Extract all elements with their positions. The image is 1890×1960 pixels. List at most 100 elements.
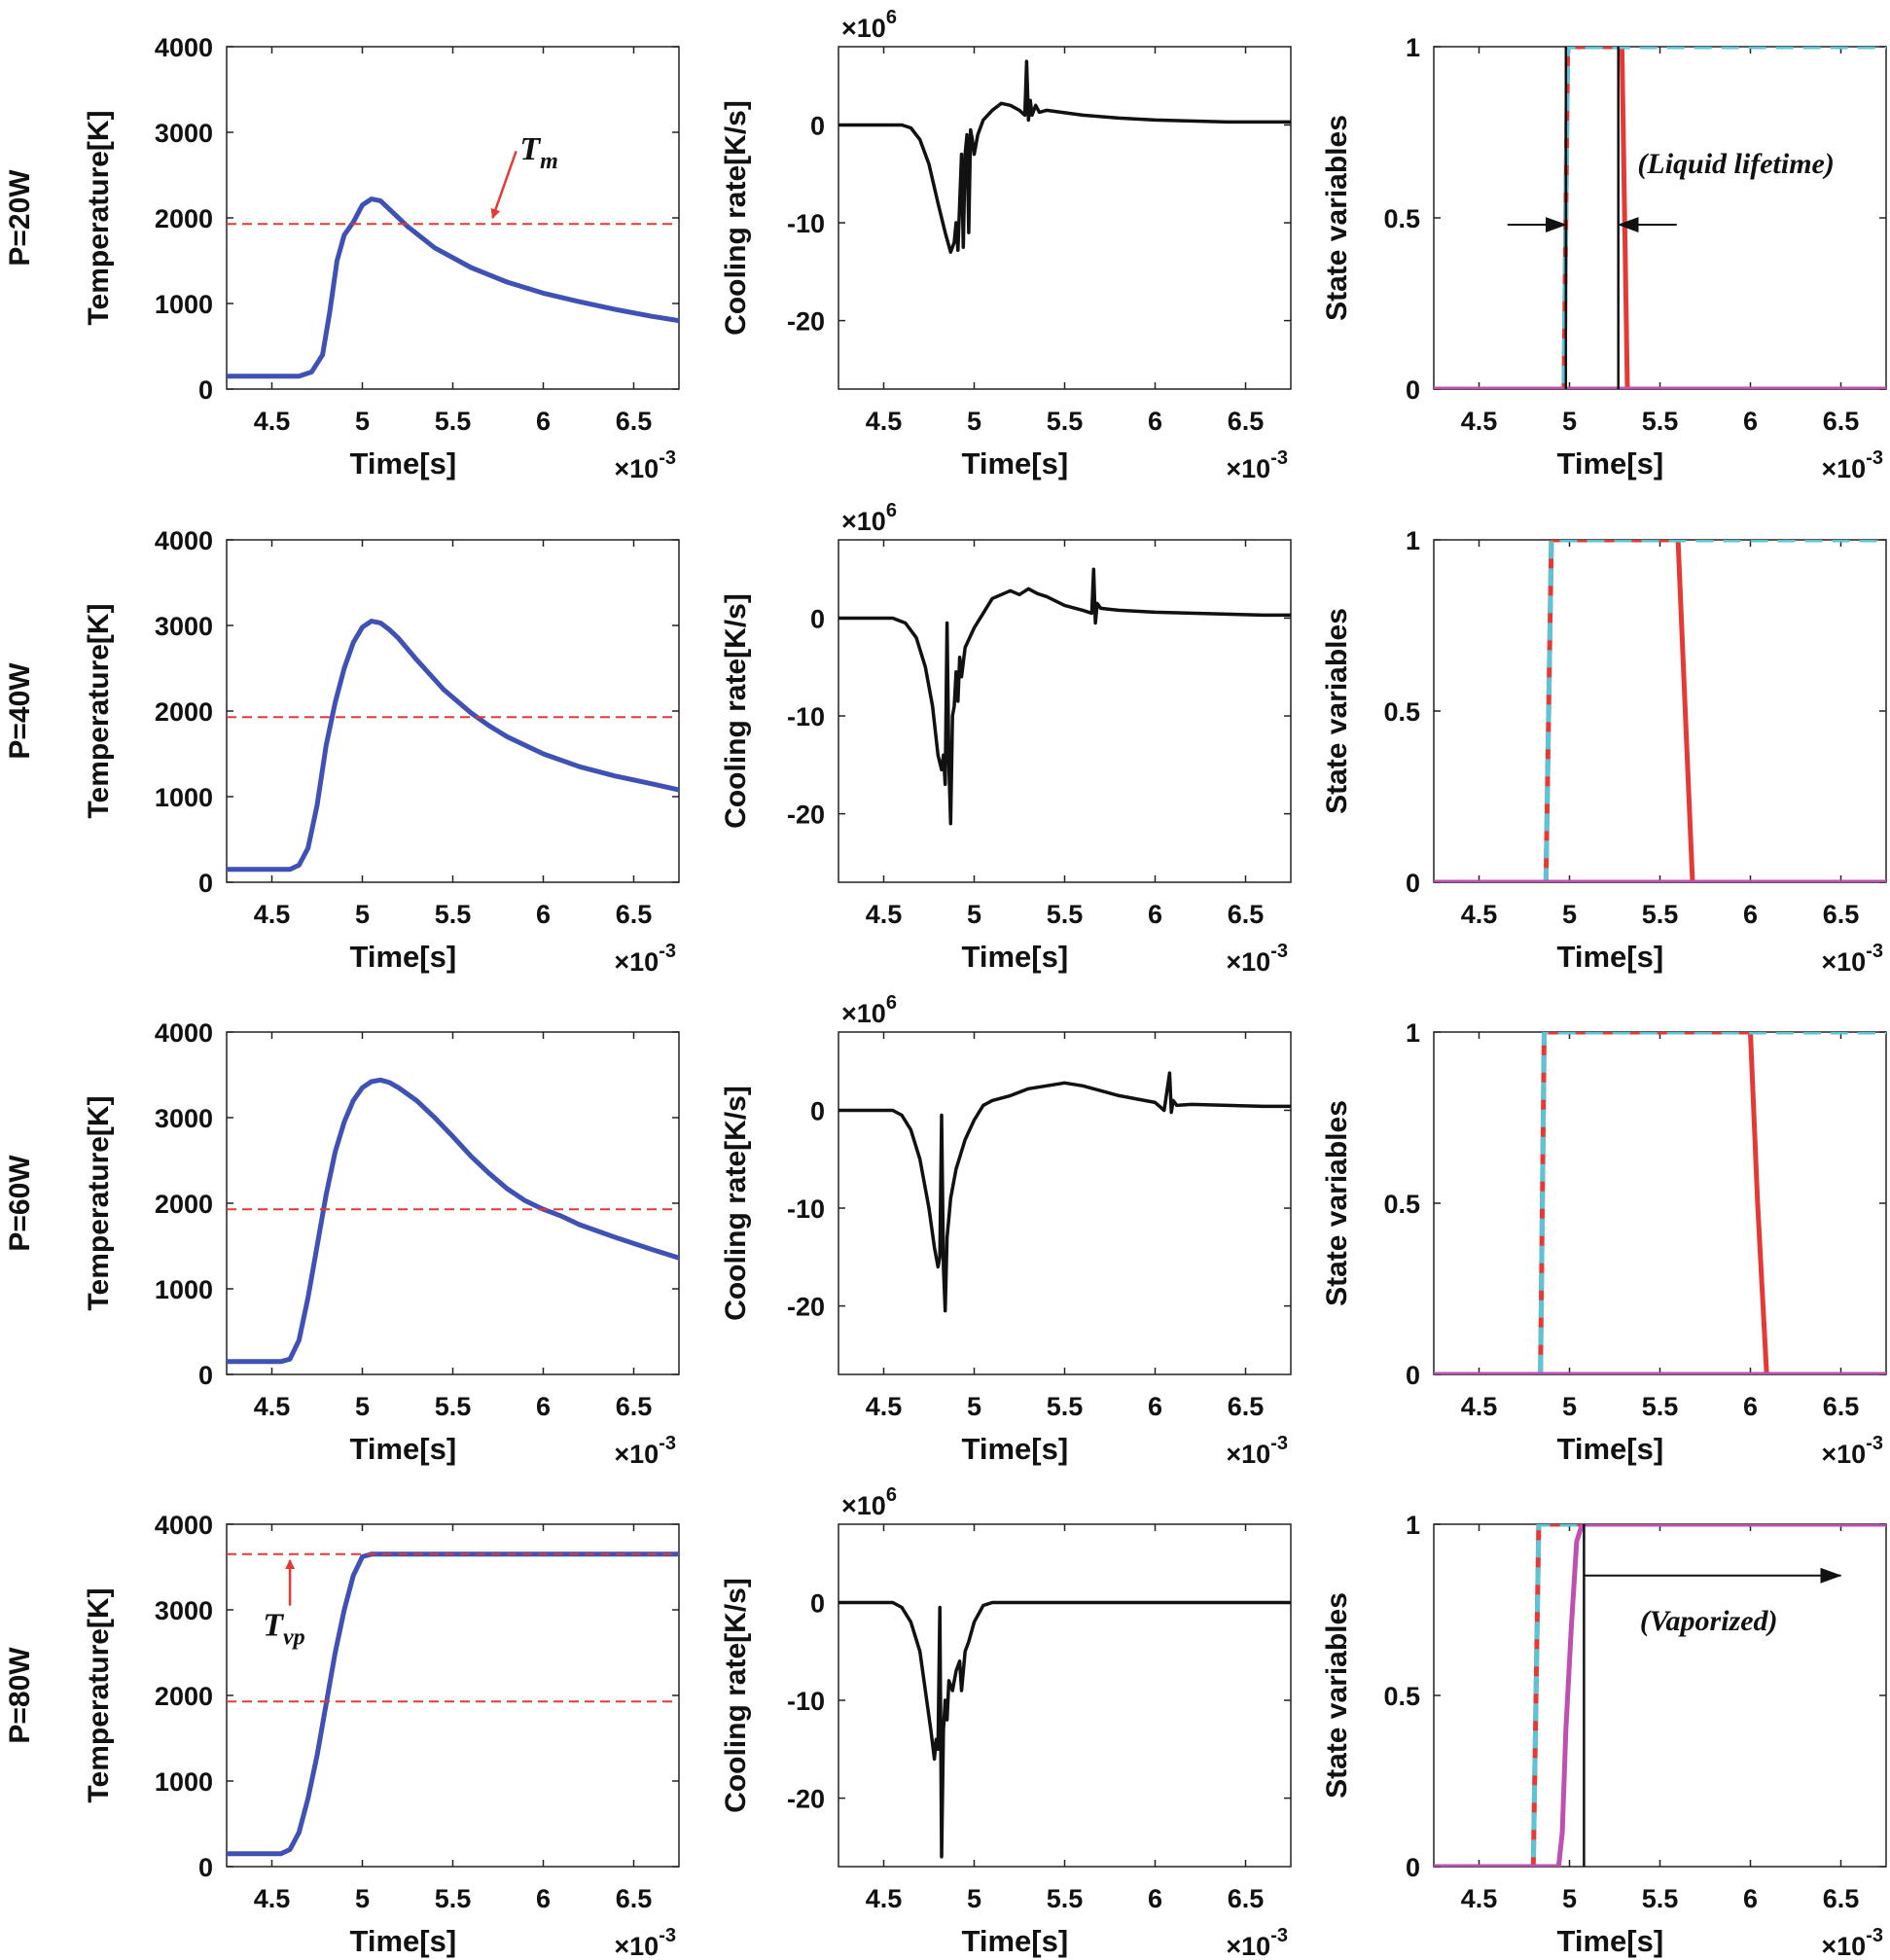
- y-tick-label: 0: [810, 604, 825, 633]
- series-liquid: [1434, 1524, 1886, 1867]
- x-tick-label: 6.5: [1228, 900, 1265, 929]
- y-tick-label: 0: [198, 375, 213, 405]
- chart-cooling-row0: 4.5 5 5.5 6 6.5 -20 -10 0 Time[s] ×10-3 Cooling ra…: [720, 7, 1292, 483]
- y-tick-label: 4000: [155, 526, 213, 555]
- x-tick-label: 6.5: [1228, 1884, 1265, 1913]
- series-cooling-rate: [838, 59, 1291, 254]
- x-tick-label: 4.5: [866, 1884, 903, 1913]
- plot-frame: [226, 539, 680, 883]
- y-tick-label: 0.5: [1383, 204, 1420, 233]
- y-tick-label: 0: [810, 1096, 825, 1125]
- row-power-label: P=20W: [4, 169, 36, 267]
- x-tick-label: 5: [355, 1884, 370, 1913]
- x-axis-label: Time[s]: [1557, 1924, 1664, 1958]
- x-tick-label: 6: [536, 1884, 551, 1913]
- y-tick-label: -20: [787, 801, 825, 830]
- series-temperature: [227, 619, 679, 873]
- plot-frame: [226, 1031, 680, 1375]
- y-tick-label: 1000: [155, 783, 213, 812]
- y-tick-label: 0: [198, 869, 213, 898]
- y-tick-label: 0: [810, 1588, 825, 1618]
- x-tick-label: 5.5: [1047, 407, 1084, 436]
- chart-state-row1: 4.5 5 5.5 6 6.5 0 0.5 1 Time[s] ×10-3 State variab…: [1321, 526, 1887, 977]
- x-tick-label: 4.5: [1461, 1884, 1498, 1913]
- y-tick-label: -20: [787, 1293, 825, 1322]
- y-axis-label: Cooling rate[K/s]: [720, 100, 752, 336]
- y-tick-label: 1: [1406, 1511, 1420, 1540]
- chart-cooling-row2: 4.5 5 5.5 6 6.5 -20 -10 0 Time[s] ×10-3 Cooling ra…: [720, 992, 1292, 1469]
- y-tick-label: 0: [198, 1361, 213, 1390]
- y-tick-label: 2000: [155, 204, 213, 233]
- x-tick-label: 6.5: [1228, 1392, 1265, 1421]
- x-tick-label: 5.5: [1047, 1884, 1084, 1913]
- x-axis-multiplier: ×10-3: [1226, 447, 1288, 483]
- x-tick-label: 4.5: [254, 1392, 291, 1421]
- x-axis-multiplier: ×10-3: [1821, 1925, 1883, 1960]
- x-tick-label: 5.5: [1047, 900, 1084, 929]
- x-tick-label: 5.5: [1642, 900, 1679, 929]
- y-axis-label: Cooling rate[K/s]: [720, 1578, 752, 1813]
- x-axis-multiplier: ×10-3: [1226, 1433, 1288, 1469]
- y-axis-label: State variables: [1321, 608, 1353, 814]
- y-tick-label: -10: [787, 1194, 825, 1224]
- y-axis-label: Cooling rate[K/s]: [720, 1086, 752, 1321]
- plot-frame: [838, 1523, 1292, 1868]
- x-tick-label: 5: [967, 900, 981, 929]
- chart-temperature-row2: 4.5 5 5.5 6 6.5 0 1000 2000 3000 4000 Time[s] ×10-3…: [83, 1018, 680, 1469]
- x-tick-label: 4.5: [866, 900, 903, 929]
- x-tick-label: 6.5: [616, 407, 653, 436]
- x-axis-label: Time[s]: [962, 1924, 1069, 1958]
- y-tick-label: 4000: [155, 33, 213, 62]
- x-axis-multiplier: ×10-3: [614, 447, 676, 483]
- y-tick-label: -20: [787, 307, 825, 337]
- x-tick-label: 5: [1562, 900, 1577, 929]
- x-tick-label: 5.5: [1642, 1392, 1679, 1421]
- y-tick-label: 3000: [155, 1104, 213, 1133]
- series-cooling-rate: [838, 1071, 1291, 1313]
- series-liquid: [1434, 47, 1886, 389]
- plot-frame: [1433, 539, 1887, 883]
- series-temperature: [227, 1077, 679, 1365]
- x-axis-multiplier: ×10-3: [614, 1433, 676, 1469]
- x-tick-label: 5: [1562, 1392, 1577, 1421]
- x-axis-label: Time[s]: [1557, 940, 1664, 974]
- y-tick-label: 0: [198, 1853, 213, 1882]
- annotation-arrow: [490, 150, 517, 219]
- y-tick-label: 0: [810, 111, 825, 140]
- x-tick-label: 4.5: [254, 900, 291, 929]
- x-tick-label: 6.5: [1823, 1392, 1860, 1421]
- chart-state-row0: 4.5 5 5.5 6 6.5 0 0.5 1 Time[s] ×10-3 State variab…: [1321, 33, 1887, 483]
- annotation-label: Tm: [519, 131, 557, 174]
- annotation-label: (Liquid lifetime): [1637, 148, 1834, 180]
- series-temperature: [227, 196, 679, 379]
- annotation-label: (Vaporized): [1640, 1605, 1778, 1637]
- x-tick-label: 6: [1148, 1392, 1162, 1421]
- x-tick-label: 5.5: [435, 900, 472, 929]
- x-tick-label: 5: [1562, 407, 1577, 436]
- x-axis-multiplier: ×10-3: [1226, 941, 1288, 977]
- y-axis-label: Temperature[K]: [83, 1587, 115, 1802]
- x-tick-label: 5: [967, 1884, 981, 1913]
- x-tick-label: 5.5: [435, 407, 472, 436]
- y-tick-label: 1000: [155, 1767, 213, 1797]
- series-solidified: [1434, 47, 1886, 389]
- series-liquid: [1434, 540, 1886, 882]
- y-tick-label: 3000: [155, 1596, 213, 1625]
- y-tick-label: -20: [787, 1785, 825, 1814]
- y-axis-label: State variables: [1321, 115, 1353, 321]
- x-axis-label: Time[s]: [350, 940, 457, 974]
- y-axis-label: Cooling rate[K/s]: [720, 593, 752, 829]
- x-axis-label: Time[s]: [350, 1432, 457, 1466]
- chart-temperature-row3: 4.5 5 5.5 6 6.5 0 1000 2000 3000 4000 Time[s] ×10-3…: [83, 1511, 680, 1960]
- chart-cooling-row3: 4.5 5 5.5 6 6.5 -20 -10 0 Time[s] ×10-3 Cooling ra…: [720, 1484, 1292, 1960]
- x-tick-label: 6: [1148, 900, 1162, 929]
- annotation-label: Tvp: [263, 1607, 304, 1650]
- y-tick-label: 0: [1406, 1853, 1420, 1882]
- x-axis-label: Time[s]: [1557, 446, 1664, 481]
- x-axis-multiplier: ×10-3: [614, 1925, 676, 1960]
- series-vapor: [1434, 1524, 1886, 1867]
- x-tick-label: 5.5: [1642, 1884, 1679, 1913]
- y-axis-multiplier: ×106: [841, 992, 897, 1028]
- x-axis-label: Time[s]: [350, 1924, 457, 1958]
